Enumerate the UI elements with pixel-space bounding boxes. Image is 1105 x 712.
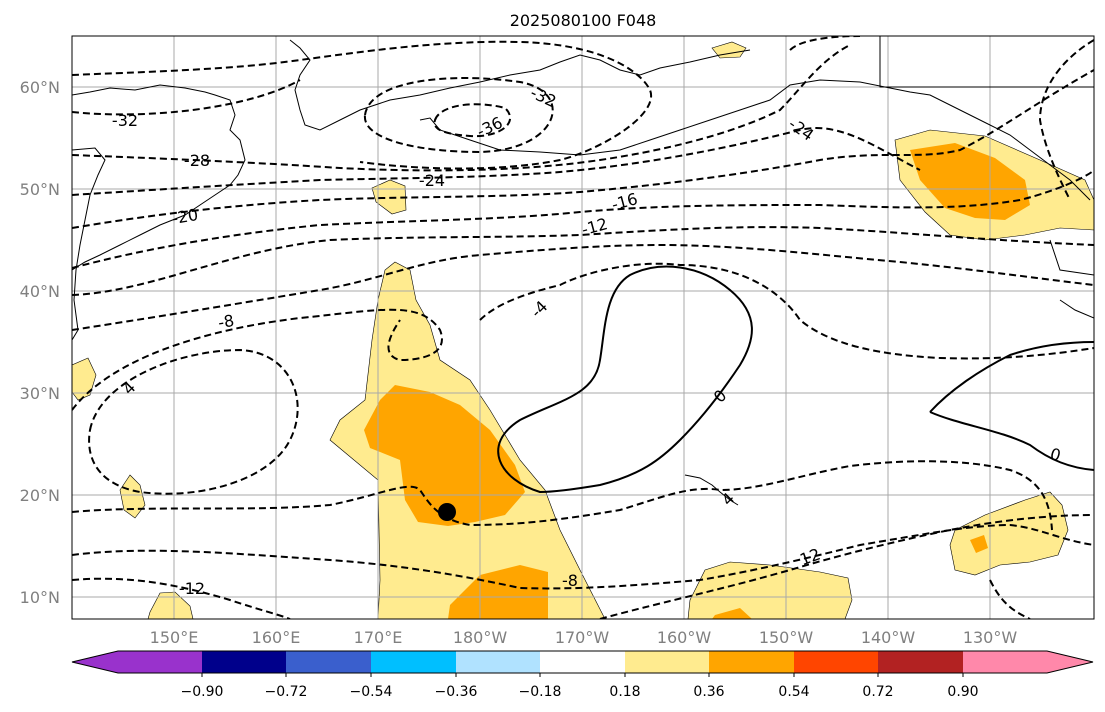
colorbar-segment [878, 651, 963, 673]
contour-4-west [88, 348, 299, 495]
contour-northeast-edge [1038, 39, 1094, 201]
colorbar-segment [709, 651, 794, 673]
shading-region-south-central-core [712, 608, 752, 619]
contour-minus-20 [72, 69, 1094, 229]
contour-minus-32-west [72, 79, 301, 116]
colorbar-segment [963, 651, 1093, 673]
shading-small-southwest [119, 474, 146, 519]
contour-12 [599, 514, 1094, 619]
map-title: 2025080100 F048 [510, 11, 657, 30]
us-coast [1049, 239, 1094, 276]
dashed-contours [72, 36, 1094, 619]
shading-region-central-south [448, 565, 548, 619]
colorbar-tick-label: −0.72 [265, 684, 308, 700]
border-line [879, 36, 1094, 88]
colorbar-segment [540, 651, 625, 673]
contour-minus-4 [72, 262, 1094, 411]
colorbar-tick-label: 0.36 [693, 684, 724, 700]
lat-tick-label: 30°N [20, 384, 60, 403]
shading-region-southeast-core [970, 535, 988, 553]
contour-label: -8 [562, 571, 578, 590]
shading-medium [364, 143, 1030, 619]
zero-contour-east [929, 341, 1094, 471]
baja-coast [1059, 299, 1094, 319]
map-frame [71, 35, 1095, 620]
shading-region-south-central [687, 561, 853, 619]
lon-tick-label: 130°W [963, 628, 1018, 647]
contour-label: -32 [112, 111, 138, 130]
colorbar-outline [71, 650, 1094, 674]
contour-label: 0 [1048, 444, 1063, 465]
shading-small-west [72, 357, 97, 401]
lon-tick-label: 150°E [150, 628, 199, 647]
lat-tick-label: 60°N [20, 78, 60, 97]
contour-4-south [72, 460, 1053, 531]
colorbar-tick-label: −0.54 [350, 684, 393, 700]
contour-label: -20 [171, 205, 200, 228]
colorbar-segment [286, 651, 371, 673]
colorbar-segment [456, 651, 540, 673]
contour-minus-28 [72, 44, 851, 172]
colorbar-tick-label: 0.54 [778, 684, 809, 700]
zero-contours [497, 265, 1094, 494]
lon-tick-label: 160°E [252, 628, 301, 647]
contour-minus-36 [363, 77, 554, 154]
longitude-labels: 150°E 160°E 170°E 180°W 170°W 160°W 150°… [150, 628, 1018, 647]
storm-center-marker [438, 503, 456, 521]
colorbar-segment [72, 651, 202, 673]
shading-small-bottom-left [147, 591, 194, 619]
lat-tick-label: 10°N [20, 588, 60, 607]
lon-tick-label: 150°W [759, 628, 814, 647]
lat-tick-label: 20°N [20, 486, 60, 505]
contour-minus-12-north [72, 226, 1094, 296]
lon-tick-label: 140°W [861, 628, 916, 647]
lon-tick-label: 170°W [555, 628, 610, 647]
colorbar [71, 650, 1094, 677]
contour-label: -12 [179, 579, 205, 598]
lon-tick-label: 180°W [453, 628, 508, 647]
colorbar-tick-label: −0.90 [181, 684, 224, 700]
contour-label: -8 [217, 311, 236, 332]
contour-minus-8-south [72, 523, 1094, 590]
colorbar-tick-label: 0.18 [609, 684, 640, 700]
aleutian-alaska-coast [419, 79, 1091, 201]
colorbar-segment [794, 651, 878, 673]
contour-minus-8-north [72, 243, 1094, 331]
coastlines [72, 36, 1094, 506]
lon-tick-label: 170°E [354, 628, 403, 647]
colorbar-tick-label: −0.18 [519, 684, 562, 700]
shading-small-top [711, 41, 747, 59]
colorbar-segment [371, 651, 456, 673]
kamchatka-coast [72, 84, 246, 271]
lon-tick-label: 160°W [657, 628, 712, 647]
latitude-labels: 60°N 50°N 40°N 30°N 20°N 10°N [20, 78, 60, 607]
colorbar-tick-label: 0.72 [862, 684, 893, 700]
asia-coast [72, 147, 106, 341]
contour-minus-24 [72, 127, 921, 196]
graticule [72, 36, 1094, 619]
contour-north-edge [789, 36, 861, 51]
contour-label: -24 [419, 171, 445, 190]
colorbar-tick-label: −0.36 [435, 684, 478, 700]
contour-minus-12-southeast [989, 579, 1031, 619]
colorbar-segment [625, 651, 709, 673]
lat-tick-label: 50°N [20, 180, 60, 199]
contour-minus-36-inner [433, 103, 512, 138]
colorbar-tick-label: 0.90 [947, 684, 978, 700]
shading-region-southeast [949, 491, 1069, 576]
contour-minus-16 [72, 169, 1094, 269]
shading-region-northeast-core [910, 143, 1030, 220]
contour-label: -28 [184, 151, 210, 170]
zero-contour-central [497, 265, 753, 494]
colorbar-tick-labels: −0.90 −0.72 −0.54 −0.36 −0.18 0.18 0.36 … [181, 684, 979, 700]
lat-tick-label: 40°N [20, 282, 60, 301]
bering-coast [289, 39, 751, 131]
map-panel: -32 -36 -32 -28 -24 -24 -20 -16 -12 -8 -… [72, 36, 1094, 619]
colorbar-segment [202, 651, 286, 673]
shading-region-central-core [364, 385, 525, 526]
contour-minus-32 [72, 40, 653, 170]
